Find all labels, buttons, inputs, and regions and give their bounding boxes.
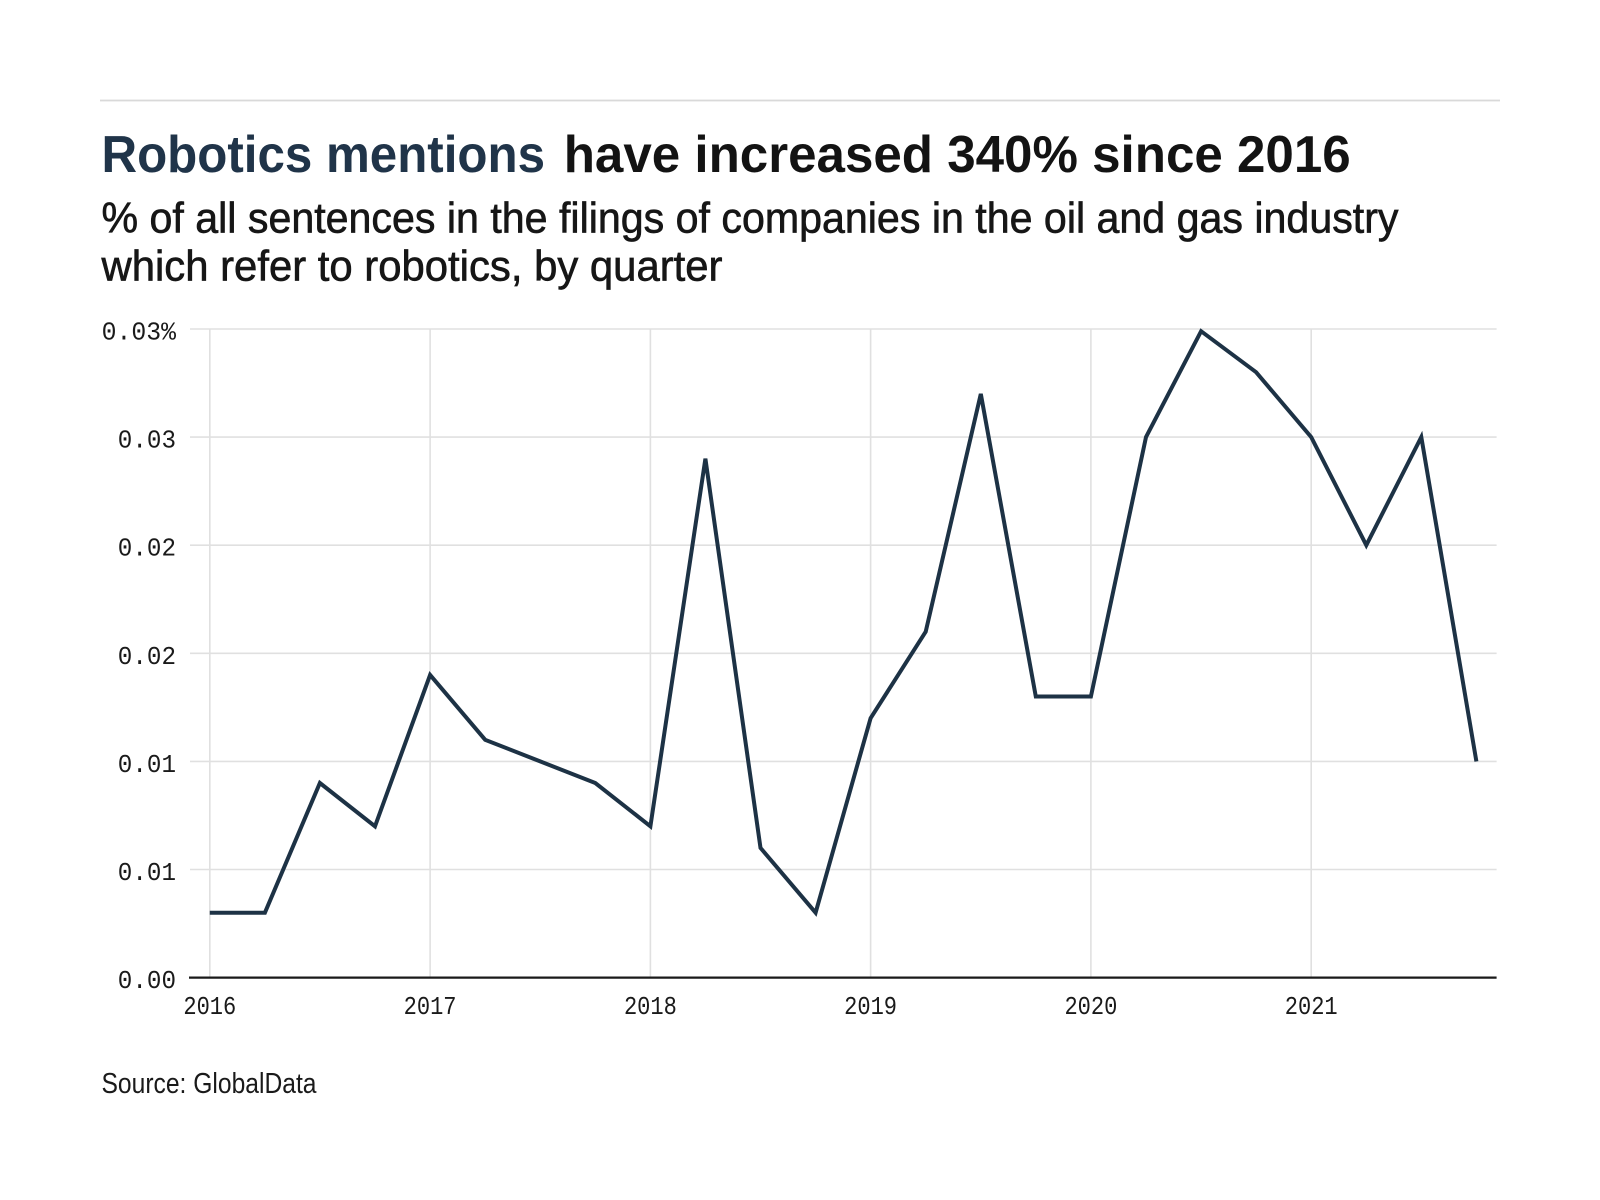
svg-text:Source: GlobalData: Source: GlobalData (102, 1068, 318, 1100)
svg-text:0.02: 0.02 (118, 642, 176, 672)
svg-text:0.00: 0.00 (118, 966, 176, 996)
svg-text:0.02: 0.02 (118, 534, 176, 564)
svg-text:which refer to robotics, by qu: which refer to robotics, by quarter (101, 243, 723, 291)
svg-text:have increased 340% since 2016: have increased 340% since 2016 (564, 126, 1351, 184)
svg-text:0.03%: 0.03% (102, 318, 177, 348)
svg-text:% of all sentences in the fili: % of all sentences in the filings of com… (102, 195, 1399, 243)
svg-text:2019: 2019 (844, 992, 897, 1022)
svg-text:2021: 2021 (1285, 992, 1338, 1022)
svg-text:2018: 2018 (624, 992, 677, 1022)
svg-text:0.01: 0.01 (118, 750, 176, 780)
svg-text:2016: 2016 (183, 992, 236, 1022)
svg-text:0.01: 0.01 (118, 858, 176, 888)
svg-text:2017: 2017 (404, 992, 457, 1022)
svg-text:0.03: 0.03 (118, 426, 176, 456)
svg-text:Robotics mentions: Robotics mentions (102, 126, 546, 184)
svg-text:2020: 2020 (1064, 992, 1117, 1022)
